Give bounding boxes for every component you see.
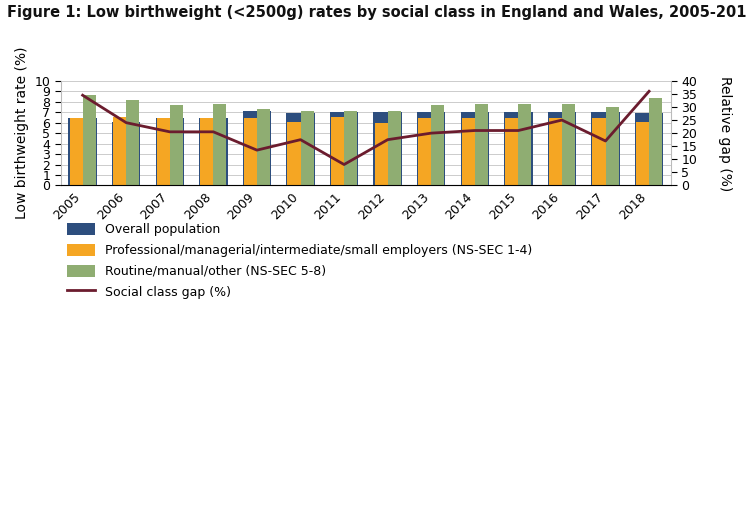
Bar (286, 113, 314, 186)
Social class gap (%) (78, 92, 87, 98)
Social class gap (%) (296, 137, 305, 143)
Bar (431, 105, 444, 186)
Bar (649, 98, 662, 186)
Bar (244, 119, 257, 186)
Bar (636, 122, 649, 186)
Bar (344, 111, 357, 186)
Y-axis label: Relative gap (%): Relative gap (%) (718, 76, 732, 191)
Social class gap (%) (471, 127, 480, 134)
Bar (155, 119, 184, 186)
Bar (331, 117, 344, 186)
Bar (592, 112, 620, 186)
Bar (461, 112, 489, 186)
Bar (418, 119, 431, 186)
Bar (374, 112, 402, 186)
Bar (504, 112, 533, 186)
Bar (69, 119, 97, 186)
Social class gap (%) (601, 138, 610, 144)
Bar (475, 104, 488, 186)
Social class gap (%) (427, 130, 436, 136)
Bar (518, 104, 531, 186)
Bar (257, 109, 270, 186)
Y-axis label: Low birthweight rate (%): Low birthweight rate (%) (15, 47, 29, 219)
Bar (374, 123, 388, 186)
Social class gap (%) (165, 128, 174, 135)
Bar (243, 111, 271, 186)
Bar (330, 112, 359, 186)
Bar (288, 122, 300, 186)
Bar (388, 111, 400, 186)
Bar (200, 119, 214, 186)
Bar (462, 119, 475, 186)
Text: Figure 1: Low birthweight (<2500g) rates by social class in England and Wales, 2: Figure 1: Low birthweight (<2500g) rates… (7, 5, 747, 20)
Bar (170, 105, 183, 186)
Bar (83, 96, 96, 186)
Bar (112, 122, 140, 186)
Bar (199, 119, 228, 186)
Bar (214, 104, 226, 186)
Social class gap (%) (383, 137, 392, 143)
Bar (417, 112, 445, 186)
Social class gap (%) (122, 120, 131, 126)
Bar (562, 104, 575, 186)
Social class gap (%) (514, 127, 523, 134)
Bar (505, 119, 518, 186)
Social class gap (%) (340, 161, 349, 168)
Bar (126, 100, 139, 186)
Line: Social class gap (%): Social class gap (%) (83, 91, 649, 164)
Social class gap (%) (557, 117, 566, 123)
Bar (300, 111, 314, 186)
Bar (635, 113, 663, 186)
Social class gap (%) (209, 128, 218, 135)
Bar (549, 119, 562, 186)
Bar (592, 119, 606, 186)
Bar (113, 117, 126, 186)
Bar (69, 119, 83, 186)
Social class gap (%) (645, 88, 654, 95)
Bar (548, 112, 576, 186)
Legend: Overall population, Professional/managerial/intermediate/small employers (NS-SEC: Overall population, Professional/manager… (67, 223, 532, 299)
Bar (157, 119, 170, 186)
Bar (606, 107, 619, 186)
Social class gap (%) (252, 147, 261, 153)
